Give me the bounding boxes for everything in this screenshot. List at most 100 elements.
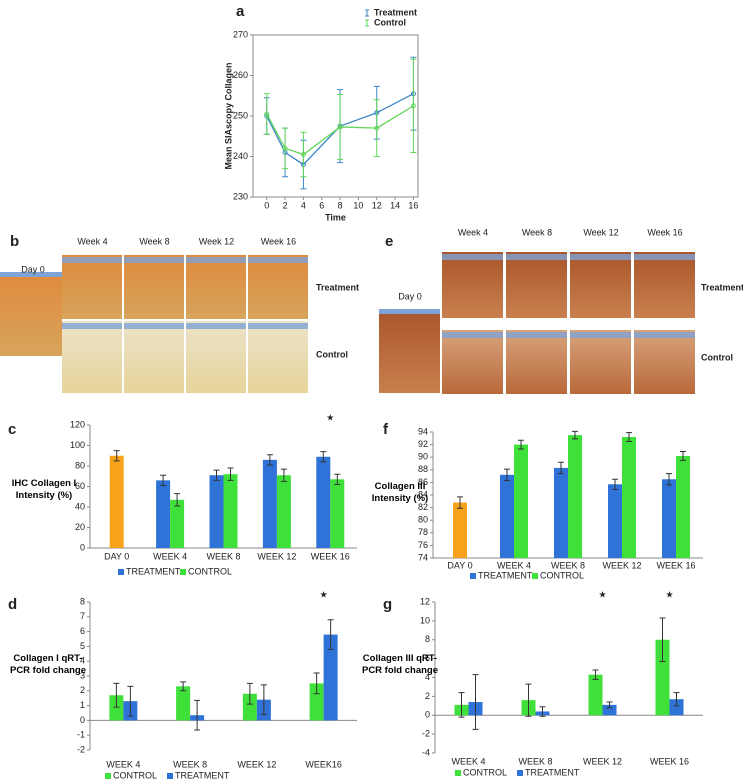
error-bar [592, 669, 599, 680]
x-tick-label: 0 [264, 200, 269, 210]
day0-label: Day 0 [398, 291, 422, 301]
legend-label: CONTROL [113, 770, 157, 780]
y-tick-label: 76 [418, 540, 428, 550]
y-axis-label: IHC Collagen I Intensity (%) [11, 478, 77, 501]
bar [500, 474, 514, 558]
error-bar [113, 682, 120, 708]
y-tick-label: 1 [80, 700, 85, 710]
y-tick-label: 100 [70, 440, 85, 450]
x-tick-label: WEEK 8 [518, 756, 552, 766]
epidermis [442, 332, 503, 338]
legend-swatch [365, 9, 369, 17]
y-tick-label: 7 [80, 611, 85, 621]
bar [276, 475, 291, 548]
y-tick-label: -2 [77, 744, 85, 754]
panel-letter: d [8, 596, 17, 613]
y-tick-label: 0 [80, 542, 85, 552]
y-tick-label: 230 [233, 191, 248, 201]
histology-image [570, 252, 631, 318]
legend-label: Control [374, 17, 406, 27]
histology-image [62, 321, 122, 393]
y-tick-label: -4 [422, 747, 430, 757]
histology-image [442, 330, 503, 394]
x-tick-label: WEEK 4 [451, 756, 485, 766]
error-bar [334, 473, 341, 485]
bar [262, 459, 277, 548]
error-bar [458, 692, 465, 718]
x-tick-label: WEEK 12 [257, 551, 296, 561]
epidermis [634, 332, 695, 338]
error-bar [606, 701, 613, 709]
histology-image [186, 321, 246, 393]
significance-star: ★ [320, 589, 328, 599]
y-tick-label: 82 [418, 502, 428, 512]
y-axis-label: Mean SIAscopy Collagen [223, 62, 233, 169]
epidermis [570, 254, 631, 260]
error-bar [373, 99, 380, 157]
y-tick-label: 92 [418, 439, 428, 449]
error-bar [280, 468, 287, 482]
histology-image [186, 255, 246, 319]
bar [655, 639, 670, 716]
legend-label: Treatment [374, 7, 417, 17]
x-tick-label: 12 [372, 200, 382, 210]
x-tick-label: WEEK 16 [650, 756, 689, 766]
error-bar [266, 454, 273, 466]
y-tick-label: 0 [80, 715, 85, 725]
error-bar [612, 478, 618, 490]
error-bar [194, 699, 201, 731]
error-bar [518, 439, 524, 450]
error-bar [457, 496, 463, 509]
y-tick-label: 86 [418, 477, 428, 487]
bar [330, 479, 345, 548]
y-tick-label: 20 [75, 522, 85, 532]
y-tick-label: 250 [233, 110, 248, 120]
y-tick-label: 120 [70, 419, 85, 429]
point [410, 103, 416, 109]
bar [669, 699, 684, 716]
column-label: Week 16 [261, 236, 296, 246]
column-label: Week 4 [77, 236, 107, 246]
column-label: Week 8 [522, 227, 552, 237]
y-tick-label: 94 [418, 426, 428, 436]
histology-image [248, 255, 308, 319]
row-label: Control [316, 349, 348, 359]
x-tick-label: 8 [338, 200, 343, 210]
y-tick-label: 2 [425, 691, 430, 701]
column-label: Week 4 [458, 227, 488, 237]
y-tick-label: 6 [80, 626, 85, 636]
point [337, 124, 343, 130]
epidermis [124, 323, 184, 329]
row-label: Treatment [316, 282, 359, 292]
error-bar [213, 469, 220, 481]
error-bar [410, 58, 417, 153]
error-bar [659, 617, 666, 662]
row-label: Control [701, 352, 733, 362]
y-tick-label: 3 [80, 670, 85, 680]
y-tick-label: 260 [233, 70, 248, 80]
legend-swatch [167, 773, 173, 779]
x-tick-label: 16 [408, 200, 418, 210]
error-bar [327, 619, 334, 650]
y-tick-label: 8 [425, 634, 430, 644]
x-tick-label: WEEK 12 [602, 560, 641, 570]
y-tick-label: 12 [420, 596, 430, 606]
x-tick-label: 14 [390, 200, 400, 210]
bar [209, 475, 224, 548]
column-label: Week 8 [139, 236, 169, 246]
bar [588, 674, 603, 716]
y-tick-label: 8 [80, 596, 85, 606]
histology-image [506, 330, 567, 394]
y-tick-label: 84 [418, 489, 428, 499]
legend-label: CONTROL [188, 566, 232, 576]
x-axis-label: Time [325, 212, 346, 222]
histology-image [570, 330, 631, 394]
y-tick-label: 80 [75, 460, 85, 470]
y-tick-label: -1 [77, 730, 85, 740]
epidermis [506, 254, 567, 260]
bar [662, 479, 676, 558]
legend-label: TREATMENT [126, 566, 181, 576]
error-bar [300, 131, 307, 178]
